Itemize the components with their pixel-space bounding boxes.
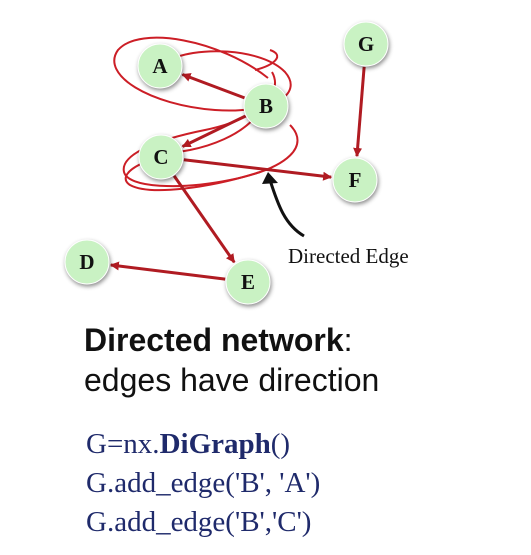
edge-g-f (353, 66, 366, 157)
node-label: B (259, 94, 273, 118)
node-circle (138, 134, 184, 180)
node-b: B (243, 83, 289, 129)
network-diagram: Directed Edge A B C D E F G (64, 21, 409, 305)
node-circle (343, 21, 389, 67)
nodes: A B C D E F G (64, 21, 389, 305)
code-line-3: G.add_edge('B','C') (86, 506, 312, 538)
node-g: G (343, 21, 389, 67)
node-f: F (332, 157, 378, 203)
edges (109, 66, 366, 281)
node-c: C (138, 134, 184, 180)
node-label: C (153, 145, 168, 169)
node-circle (243, 83, 289, 129)
heading-line2: edges have direction (84, 362, 380, 398)
node-circle (332, 157, 378, 203)
code-line-1-prefix: G=nx. (86, 428, 160, 460)
annotation-pointer (268, 179, 305, 238)
code-line-1: G=nx.DiGraph() (86, 425, 516, 464)
code-line-2: G.add_edge('B', 'A') (86, 467, 321, 499)
code-line-1-suffix: () (270, 428, 291, 460)
node-label: G (358, 32, 374, 56)
code-block: G=nx.DiGraph() G.add_edge('B', 'A') G.ad… (86, 425, 516, 542)
node-label: A (152, 54, 168, 78)
node-e: E (225, 259, 271, 305)
code-line-1-bold: DiGraph (159, 428, 271, 460)
edge-e-d (109, 261, 226, 281)
edge-c-f (183, 158, 333, 181)
node-label: F (349, 168, 362, 192)
annotation-pointer-head (262, 172, 278, 184)
directed-edge-label: Directed Edge (288, 244, 409, 268)
heading-bold: Directed network (84, 322, 344, 358)
edge-b-c (181, 114, 246, 148)
edge-b-a (181, 73, 246, 100)
node-circle (64, 239, 110, 285)
edge-c-e (172, 175, 236, 264)
heading-colon: : (343, 322, 353, 358)
node-label: D (79, 250, 94, 274)
node-label: E (241, 270, 255, 294)
node-circle (137, 43, 183, 89)
node-a: A (137, 43, 183, 89)
node-circle (225, 259, 271, 305)
node-d: D (64, 239, 110, 285)
heading: Directed network: edges have direction (84, 320, 514, 400)
